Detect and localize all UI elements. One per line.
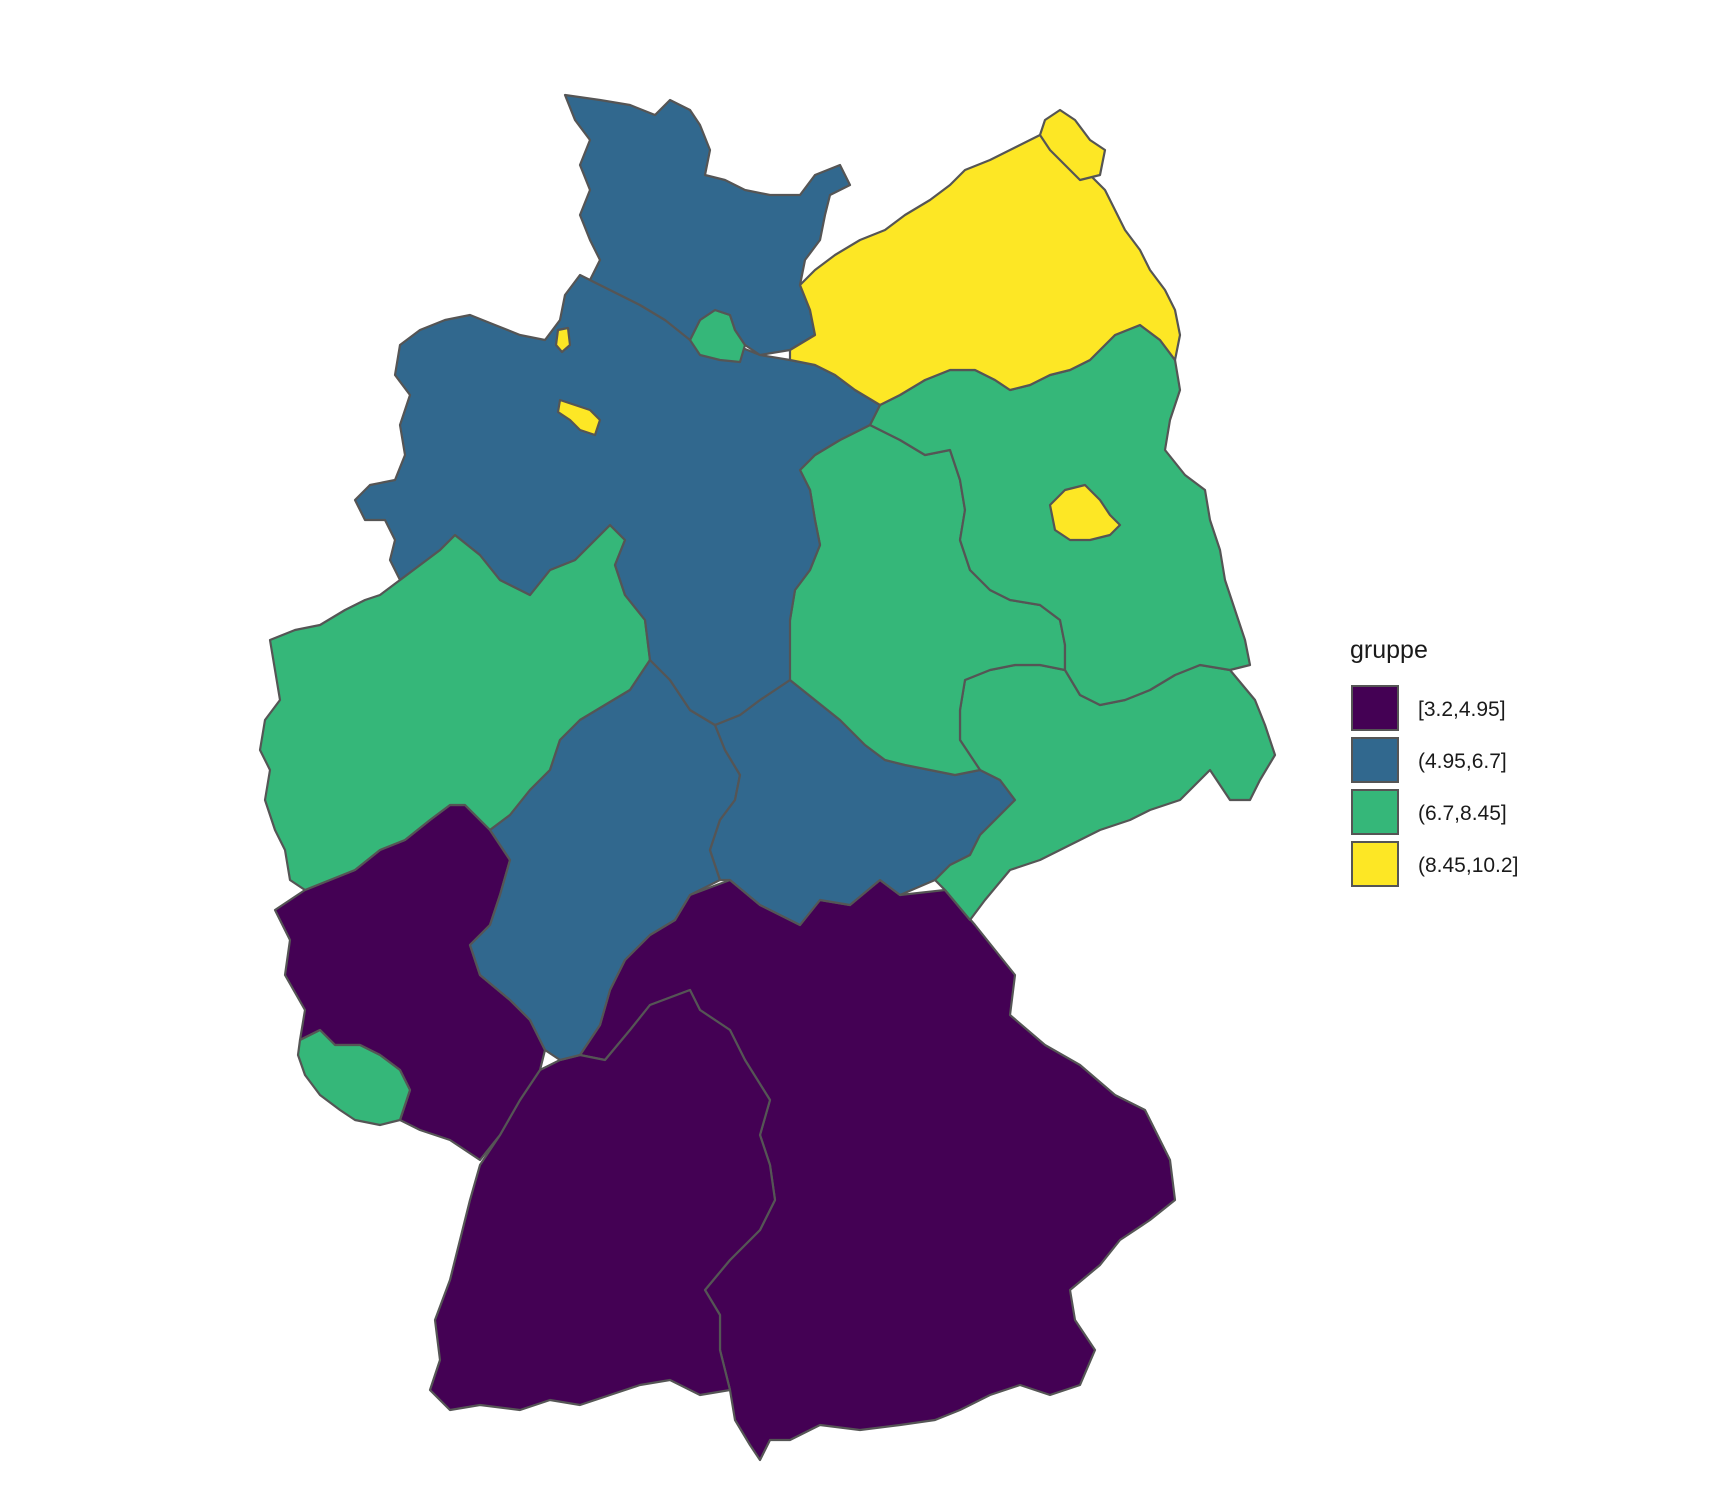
region-bremerhaven	[554, 326, 572, 354]
legend-item: [3.2,4.95]	[1351, 685, 1506, 731]
region-berlin	[1048, 483, 1122, 542]
legend-key-swatch	[1351, 685, 1399, 731]
region-saarland	[296, 1028, 412, 1127]
region-ruegen-island	[1038, 108, 1107, 182]
legend-item: (8.45,10.2]	[1351, 841, 1518, 887]
legend-key-swatch	[1351, 737, 1399, 783]
legend-item-label: (4.95,6.7]	[1418, 750, 1507, 773]
legend-item-label: (6.7,8.45]	[1418, 802, 1507, 825]
region-mecklenburg-vorpommern	[788, 128, 1182, 407]
legend: gruppe [3.2,4.95] (4.95,6.7] (6.7,8.45] …	[1350, 636, 1518, 887]
region-baden-wuerttemberg	[428, 988, 777, 1412]
region-bremen	[556, 398, 602, 437]
legend-item-label: [3.2,4.95]	[1418, 698, 1506, 721]
legend-item: (4.95,6.7]	[1351, 737, 1507, 783]
legend-item: (6.7,8.45]	[1351, 789, 1507, 835]
legend-item-label: (8.45,10.2]	[1418, 854, 1518, 877]
legend-key-swatch	[1351, 789, 1399, 835]
legend-title: gruppe	[1350, 636, 1428, 664]
legend-key-swatch	[1351, 841, 1399, 887]
